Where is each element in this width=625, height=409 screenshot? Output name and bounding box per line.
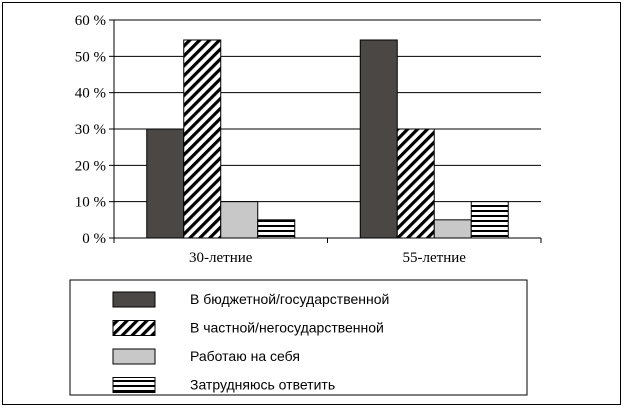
x-category-label: 55-летние bbox=[403, 250, 467, 266]
bars bbox=[146, 39, 509, 239]
bar bbox=[183, 39, 222, 239]
x-category-label: 30-летние bbox=[189, 250, 253, 266]
y-tick-label: 0 % bbox=[82, 231, 106, 247]
y-tick-label: 30 % bbox=[75, 122, 106, 138]
legend-swatch bbox=[112, 291, 156, 308]
legend-label: Затрудняюсь ответить bbox=[190, 377, 335, 393]
bar bbox=[146, 128, 185, 239]
bar bbox=[396, 128, 435, 239]
legend-swatch bbox=[112, 377, 156, 393]
bar bbox=[257, 219, 296, 239]
bar bbox=[220, 201, 259, 239]
bar bbox=[470, 201, 509, 239]
legend-label: В частной/негосударственной bbox=[190, 320, 384, 336]
y-tick-label: 60 % bbox=[75, 13, 106, 29]
y-tick-label: 20 % bbox=[75, 158, 106, 174]
legend-label: Работаю на себя bbox=[190, 348, 300, 364]
axis-labels: 0 % 10 % 20 % 30 % 40 % 50 % 60 % 30-летние 55-л… bbox=[75, 13, 467, 266]
legend-label: В бюджетной/государственной bbox=[190, 291, 389, 307]
legend: В бюджетной/государственной В частной/нег… bbox=[69, 279, 528, 396]
y-tick-label: 10 % bbox=[75, 195, 106, 211]
bar bbox=[359, 39, 398, 239]
bar bbox=[433, 219, 472, 239]
y-tick-label: 40 % bbox=[75, 86, 106, 102]
y-tick-label: 50 % bbox=[75, 49, 106, 65]
legend-swatch bbox=[112, 320, 156, 336]
legend-swatch bbox=[112, 348, 156, 365]
